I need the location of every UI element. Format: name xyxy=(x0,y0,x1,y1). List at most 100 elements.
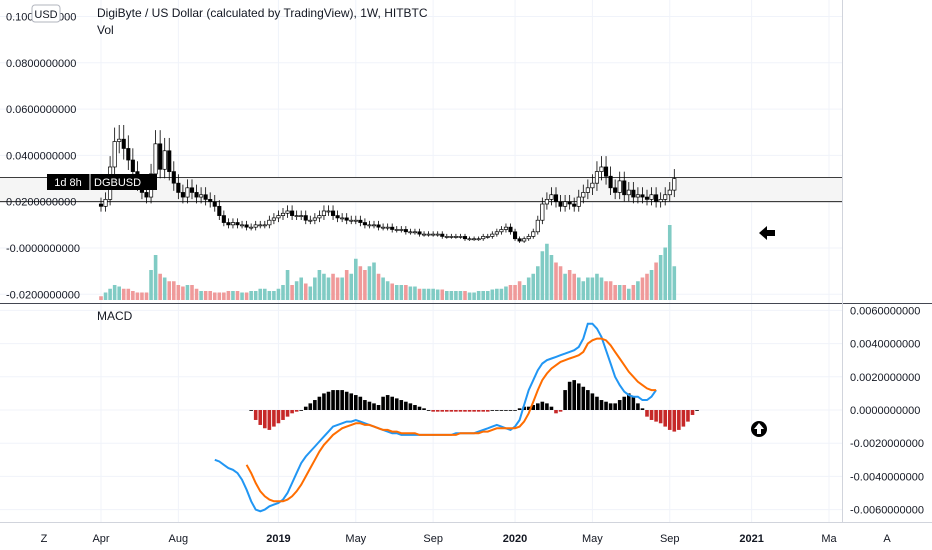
volume-bar xyxy=(381,277,385,300)
candle-body xyxy=(112,141,117,168)
macd-histogram-bar xyxy=(586,390,590,410)
volume-bar xyxy=(253,291,258,300)
candle-body xyxy=(549,194,554,200)
chart-title: DigiByte / US Dollar (calculated by Trad… xyxy=(97,6,428,20)
macd-histogram-bar xyxy=(677,410,681,430)
volume-bar xyxy=(303,283,308,300)
macd-histogram-bar xyxy=(249,410,253,411)
candle-body xyxy=(472,238,477,241)
volume-bar xyxy=(331,273,335,300)
macd-histogram-bar xyxy=(649,410,654,420)
volume-bar xyxy=(495,288,499,300)
macd-histogram-bar xyxy=(263,410,267,429)
volume-bar xyxy=(326,277,331,300)
candle-body xyxy=(162,150,167,170)
price-pane[interactable] xyxy=(0,124,842,300)
macd-histogram-bar xyxy=(658,410,663,424)
macd-histogram-bar xyxy=(604,401,608,410)
volume-bar xyxy=(149,270,153,300)
volume-bar xyxy=(199,291,203,300)
volume-bar xyxy=(144,292,149,300)
volume-bar xyxy=(290,285,294,300)
macd-histogram-bar xyxy=(613,403,617,410)
candle-body xyxy=(153,143,158,175)
candle-body xyxy=(326,210,331,213)
macd-histogram-bar xyxy=(308,403,313,410)
volume-bar xyxy=(276,288,281,300)
candle-body xyxy=(585,187,590,193)
volume-bar xyxy=(108,288,112,300)
candle-body xyxy=(581,192,586,198)
arrow-up-circle-icon xyxy=(751,421,767,437)
candle-body xyxy=(408,231,413,234)
volume-bar xyxy=(244,292,249,300)
volume-bar xyxy=(394,285,399,300)
candle-body xyxy=(672,178,677,191)
volume-bar xyxy=(308,286,313,300)
macd-histogram-bar xyxy=(522,406,526,410)
candle-body xyxy=(563,201,568,207)
candle-body xyxy=(121,138,126,149)
macd-histogram-bar xyxy=(617,400,622,410)
price-tick-label: -0.0200000000 xyxy=(6,289,80,301)
volume-bar xyxy=(485,291,490,300)
candle-body xyxy=(353,219,358,222)
macd-histogram-bar xyxy=(681,410,686,427)
volume-bar xyxy=(263,288,267,300)
volume-bar xyxy=(172,281,176,300)
candle-body xyxy=(303,215,308,221)
volume-bar xyxy=(517,281,522,300)
macd-histogram-bar xyxy=(253,410,258,420)
macd-histogram-bar xyxy=(476,410,481,412)
volume-bar xyxy=(285,270,290,300)
candle-body xyxy=(617,180,622,193)
volume-bar xyxy=(372,262,376,300)
candle-body xyxy=(522,238,527,242)
candle-body xyxy=(576,196,581,207)
volume-bar xyxy=(349,273,354,300)
symbol-tag-timeframe: 1d 8h xyxy=(54,177,82,189)
candle-body xyxy=(362,222,367,226)
macd-histogram-bar xyxy=(349,393,354,410)
volume-bar xyxy=(445,291,449,300)
candle-body xyxy=(103,199,108,207)
volume-bar xyxy=(376,273,381,300)
macd-histogram-bar xyxy=(631,396,636,410)
macd-tick-label: -0.0040000000 xyxy=(850,471,924,483)
candle-body xyxy=(208,199,213,203)
candle-body xyxy=(376,224,381,228)
volume-bar xyxy=(526,277,531,300)
z-button-label: Z xyxy=(41,533,48,545)
symbol-tag: 1d 8h DGBUSD xyxy=(47,174,157,190)
macd-histogram-bar xyxy=(667,410,672,430)
candle-body xyxy=(399,229,404,231)
candle-body xyxy=(613,187,618,193)
volume-bar xyxy=(249,291,253,300)
macd-histogram-bar xyxy=(303,406,308,410)
volume-bar xyxy=(513,285,517,300)
macd-histogram-bar xyxy=(695,410,699,411)
macd-histogram-bar xyxy=(572,380,576,410)
a-button[interactable]: A xyxy=(876,529,898,547)
candle-body xyxy=(280,212,286,216)
macd-histogram-bar xyxy=(381,396,385,410)
candle-body xyxy=(531,231,536,237)
z-button[interactable]: Z xyxy=(33,529,55,547)
macd-histogram-bar xyxy=(672,410,677,432)
currency-badge[interactable]: USD xyxy=(31,4,61,23)
volume-bar xyxy=(472,292,476,300)
macd-histogram-bar xyxy=(313,400,317,410)
candle-body xyxy=(308,219,313,222)
macd-pane[interactable] xyxy=(214,322,699,513)
volume-bar xyxy=(613,285,617,300)
macd-histogram-bar xyxy=(526,406,531,410)
volume-bar xyxy=(654,262,658,300)
macd-histogram-bar xyxy=(376,405,381,410)
volume-bar xyxy=(363,270,367,300)
candle-body xyxy=(390,226,395,230)
candle-body xyxy=(130,159,135,172)
macd-histogram-bar xyxy=(344,391,349,410)
volume-bar xyxy=(631,285,636,300)
